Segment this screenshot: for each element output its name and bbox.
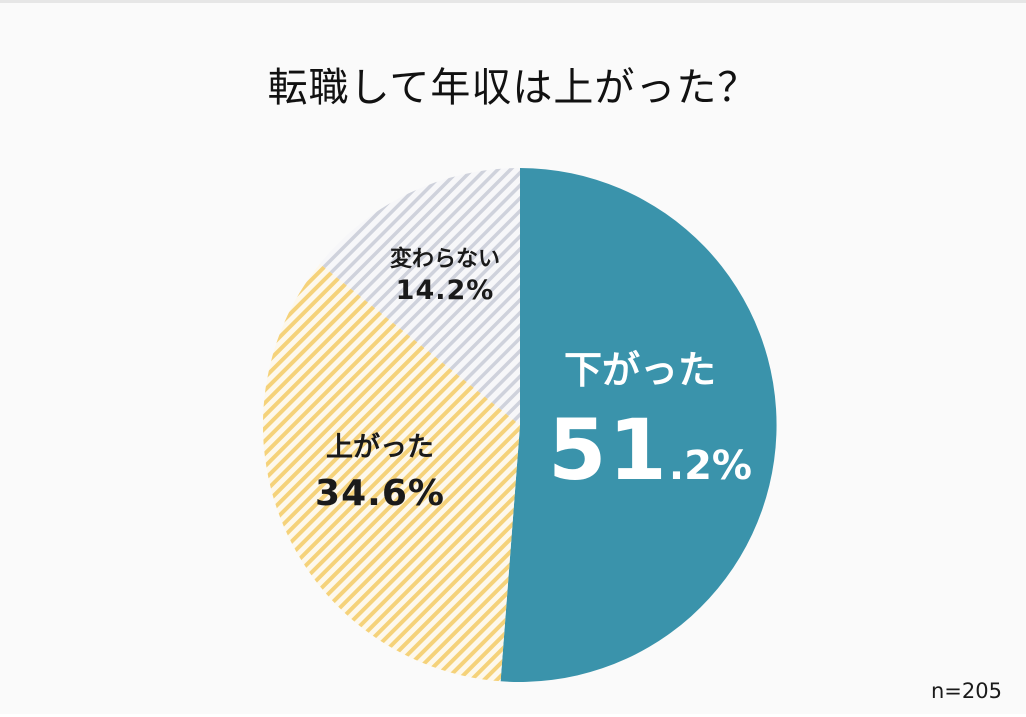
slice-up-label: 上がった <box>326 432 434 463</box>
slice-down-value: 51.2% <box>530 401 770 499</box>
slice-unchanged-label: 変わらない <box>389 247 500 272</box>
pie-chart <box>262 168 777 682</box>
slice-up-value: 34.6% <box>315 473 445 514</box>
slice-unchanged <box>319 168 520 425</box>
chart-title: 転職して年収は上がった？ <box>267 65 759 111</box>
slice-unchanged-value: 14.2% <box>395 275 495 306</box>
slice-down-value-int: 51 <box>547 401 669 499</box>
slice-down <box>500 168 777 682</box>
slice-down-value-frac: .2% <box>668 443 752 489</box>
sample-size-note: n=205 <box>931 679 1002 703</box>
slice-down-label: 下がった <box>563 348 716 392</box>
slice-up <box>262 263 520 682</box>
